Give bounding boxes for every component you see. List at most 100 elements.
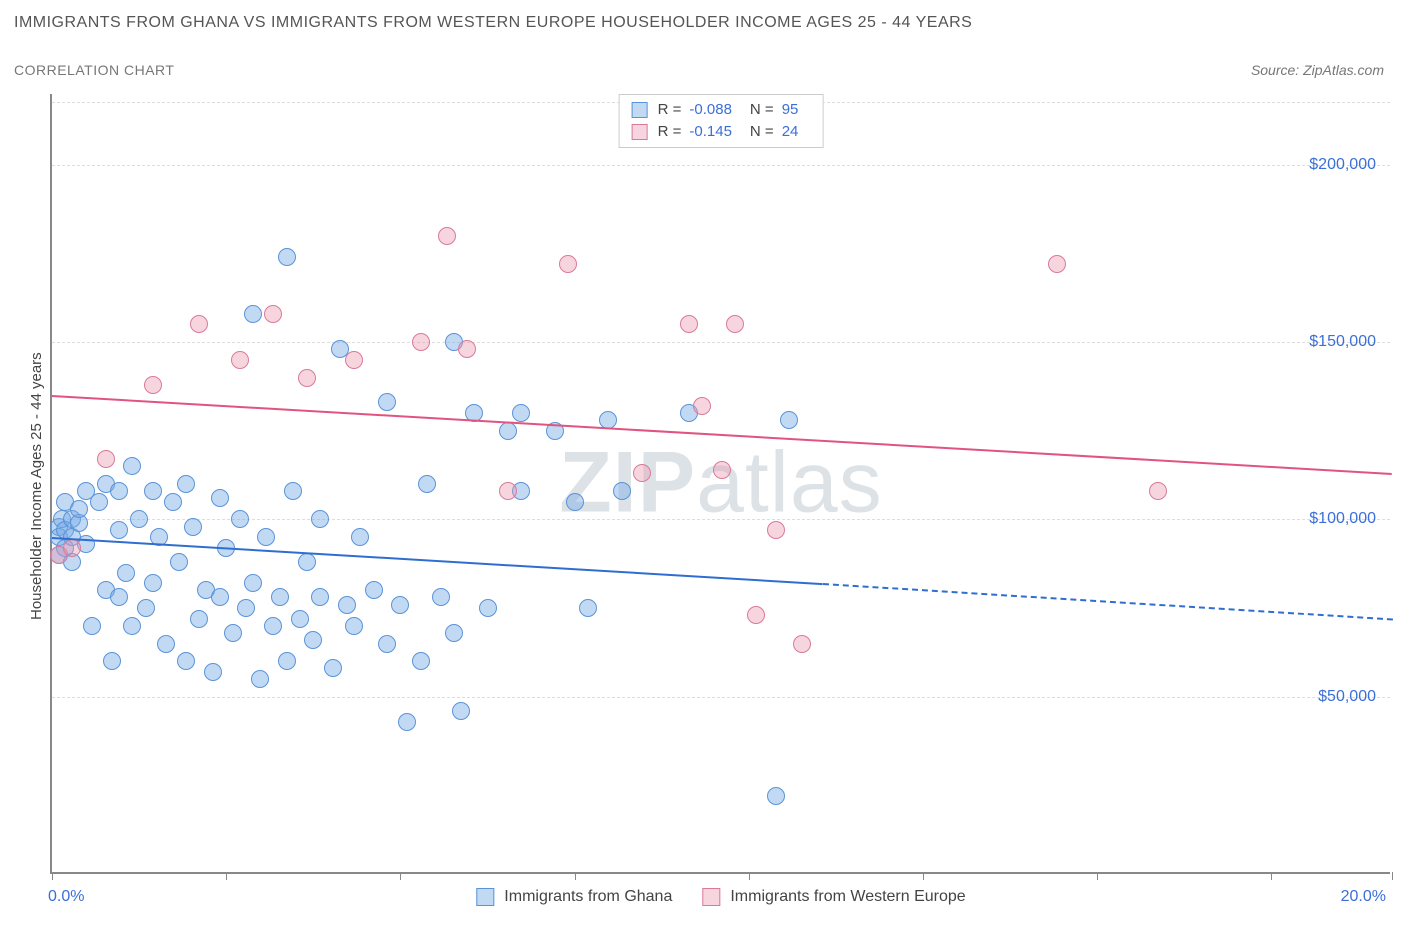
data-point-ghana bbox=[144, 482, 162, 500]
data-point-ghana bbox=[345, 617, 363, 635]
data-point-weurope bbox=[767, 521, 785, 539]
data-point-ghana bbox=[365, 581, 383, 599]
data-point-ghana bbox=[445, 624, 463, 642]
chart-subtitle: CORRELATION CHART bbox=[14, 62, 174, 78]
data-point-weurope bbox=[713, 461, 731, 479]
watermark-light: atlas bbox=[696, 435, 883, 531]
data-point-ghana bbox=[432, 588, 450, 606]
data-point-ghana bbox=[351, 528, 369, 546]
stats-row-ghana: R = -0.088 N = 95 bbox=[632, 99, 811, 121]
data-point-weurope bbox=[559, 255, 577, 273]
n-value-ghana: 95 bbox=[782, 99, 799, 121]
data-point-ghana bbox=[291, 610, 309, 628]
data-point-weurope bbox=[693, 397, 711, 415]
data-point-weurope bbox=[438, 227, 456, 245]
data-point-ghana bbox=[144, 574, 162, 592]
y-axis-label: Householder Income Ages 25 - 44 years bbox=[28, 352, 45, 620]
data-point-ghana bbox=[90, 493, 108, 511]
data-point-weurope bbox=[1048, 255, 1066, 273]
trend-line bbox=[52, 537, 823, 585]
trend-line bbox=[822, 583, 1392, 620]
data-point-ghana bbox=[110, 588, 128, 606]
gridline bbox=[52, 342, 1390, 343]
swatch-weurope-bottom bbox=[702, 888, 720, 906]
gridline bbox=[52, 697, 1390, 698]
data-point-weurope bbox=[345, 351, 363, 369]
gridline bbox=[52, 165, 1390, 166]
watermark: ZIPatlas bbox=[559, 434, 882, 533]
data-point-ghana bbox=[123, 617, 141, 635]
data-point-ghana bbox=[311, 510, 329, 528]
y-tick-label: $50,000 bbox=[1318, 688, 1376, 706]
data-point-weurope bbox=[499, 482, 517, 500]
data-point-ghana bbox=[251, 670, 269, 688]
data-point-ghana bbox=[271, 588, 289, 606]
data-point-weurope bbox=[190, 315, 208, 333]
data-point-weurope bbox=[264, 305, 282, 323]
swatch-ghana-bottom bbox=[476, 888, 494, 906]
data-point-weurope bbox=[1149, 482, 1167, 500]
x-tick bbox=[923, 872, 924, 880]
data-point-weurope bbox=[298, 369, 316, 387]
stats-legend: R = -0.088 N = 95 R = -0.145 N = 24 bbox=[619, 94, 824, 148]
data-point-ghana bbox=[391, 596, 409, 614]
data-point-ghana bbox=[164, 493, 182, 511]
x-tick bbox=[226, 872, 227, 880]
data-point-ghana bbox=[211, 588, 229, 606]
data-point-ghana bbox=[398, 713, 416, 731]
source-name: ZipAtlas.com bbox=[1303, 62, 1384, 78]
data-point-ghana bbox=[264, 617, 282, 635]
data-point-ghana bbox=[378, 635, 396, 653]
data-point-ghana bbox=[613, 482, 631, 500]
data-point-ghana bbox=[412, 652, 430, 670]
n-label: N = bbox=[750, 99, 774, 121]
data-point-ghana bbox=[231, 510, 249, 528]
x-tick-label: 0.0% bbox=[48, 888, 84, 906]
x-tick bbox=[400, 872, 401, 880]
legend-label-ghana: Immigrants from Ghana bbox=[504, 888, 672, 906]
data-point-weurope bbox=[144, 376, 162, 394]
data-point-ghana bbox=[130, 510, 148, 528]
data-point-ghana bbox=[378, 393, 396, 411]
data-point-ghana bbox=[184, 518, 202, 536]
y-tick-label: $150,000 bbox=[1309, 333, 1376, 351]
data-point-ghana bbox=[170, 553, 188, 571]
data-point-ghana bbox=[70, 500, 88, 518]
r-value-weurope: -0.145 bbox=[689, 121, 732, 143]
data-point-ghana bbox=[244, 305, 262, 323]
data-point-weurope bbox=[726, 315, 744, 333]
source-prefix: Source: bbox=[1251, 62, 1303, 78]
data-point-ghana bbox=[237, 599, 255, 617]
data-point-ghana bbox=[780, 411, 798, 429]
data-point-ghana bbox=[324, 659, 342, 677]
data-point-ghana bbox=[177, 652, 195, 670]
series-legend: Immigrants from Ghana Immigrants from We… bbox=[476, 888, 965, 906]
data-point-ghana bbox=[566, 493, 584, 511]
data-point-ghana bbox=[278, 652, 296, 670]
r-value-ghana: -0.088 bbox=[689, 99, 732, 121]
data-point-ghana bbox=[123, 457, 141, 475]
data-point-ghana bbox=[304, 631, 322, 649]
data-point-ghana bbox=[338, 596, 356, 614]
data-point-ghana bbox=[211, 489, 229, 507]
x-tick bbox=[749, 872, 750, 880]
data-point-ghana bbox=[257, 528, 275, 546]
data-point-ghana bbox=[244, 574, 262, 592]
data-point-ghana bbox=[110, 521, 128, 539]
data-point-ghana bbox=[110, 482, 128, 500]
y-tick-label: $200,000 bbox=[1309, 156, 1376, 174]
x-tick bbox=[1271, 872, 1272, 880]
data-point-weurope bbox=[412, 333, 430, 351]
data-point-ghana bbox=[298, 553, 316, 571]
data-point-ghana bbox=[137, 599, 155, 617]
gridline bbox=[52, 519, 1390, 520]
data-point-ghana bbox=[767, 787, 785, 805]
data-point-weurope bbox=[63, 539, 81, 557]
legend-item-weurope: Immigrants from Western Europe bbox=[702, 888, 965, 906]
data-point-ghana bbox=[204, 663, 222, 681]
data-point-ghana bbox=[278, 248, 296, 266]
data-point-ghana bbox=[512, 404, 530, 422]
swatch-ghana bbox=[632, 102, 648, 118]
watermark-bold: ZIP bbox=[559, 435, 696, 531]
x-tick bbox=[1097, 872, 1098, 880]
